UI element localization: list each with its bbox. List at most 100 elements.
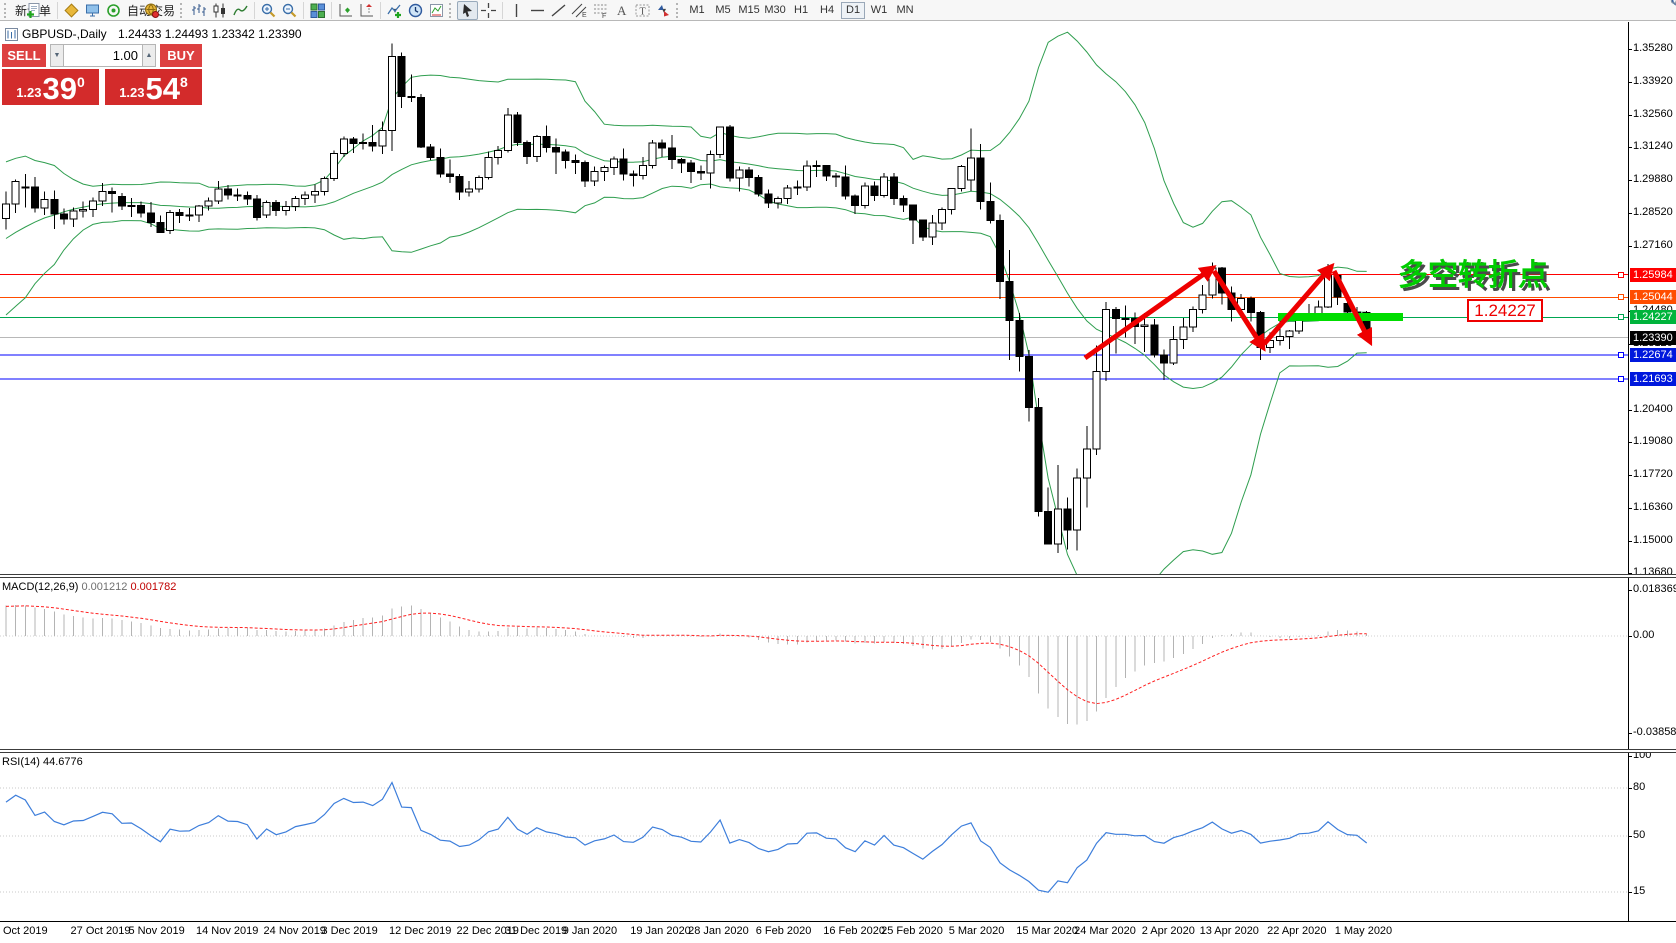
chart-shift-button[interactable] [356,1,377,20]
template-icon [430,3,444,17]
sell-button[interactable]: SELL [2,44,46,67]
panel-divider[interactable] [0,749,1676,753]
price-level-label: 1.25044 [1630,290,1676,305]
rsi-axis-tick [1628,836,1632,837]
price-level-label: 1.22674 [1630,347,1676,362]
timeframe-button-m15[interactable]: M15 [738,4,760,16]
toolbar-grip[interactable] [449,2,454,18]
macd-panel[interactable] [0,577,1628,749]
price-chart[interactable] [0,22,1628,574]
tile-windows-icon [310,3,326,18]
chat-icon[interactable] [1670,0,1676,10]
buy-button[interactable]: BUY [160,44,202,67]
autotrade-icon [144,3,159,18]
price-axis-tick [1628,147,1632,149]
market-watch-button[interactable] [82,1,103,20]
chart-ohlc-readout: 1.24433 1.24493 1.23342 1.23390 [118,27,302,41]
autotrade-button[interactable]: 自动交易 [124,1,178,20]
svg-text:E: E [582,12,587,19]
new-order-button[interactable]: 新订单 [12,1,54,20]
horizontal-line-icon [531,9,545,11]
timeframe-button-m30[interactable]: M30 [764,4,786,16]
timeframe-button-m5[interactable]: M5 [715,4,731,16]
macd-axis-tick [1628,636,1632,637]
volume-decrease-button[interactable]: ▼ [50,44,64,67]
toolbar-grip[interactable] [4,2,9,18]
price-level-label: 1.25984 [1630,267,1676,282]
date-axis-label: 3 Dec 2019 [321,925,378,937]
chevron-down-icon: ▾ [662,5,667,15]
date-axis-label: 13 Apr 2020 [1199,925,1259,937]
channel-button[interactable]: E [569,1,590,20]
tile-windows-button[interactable] [307,1,328,20]
price-axis-label: 1.33920 [1633,75,1673,87]
price-level-label: 1.23390 [1630,330,1676,345]
date-axis-label: 15 Mar 2020 [1016,925,1079,937]
fibonacci-button[interactable]: F [590,1,611,20]
price-axis-tick [1628,49,1632,50]
line-anchor [1618,351,1624,358]
zoom-out-button[interactable] [279,1,300,20]
price-axis-tick [1628,442,1632,444]
sell-price-display[interactable]: 1.23 39 0 [2,69,99,105]
line-anchor [1618,314,1624,321]
date-axis-label: 2 Apr 2020 [1141,925,1195,937]
text-label-button[interactable]: T [632,1,653,20]
timeframe-button-d1[interactable]: D1 [841,1,866,19]
date-axis-label: 31 Dec 2019 [504,925,568,937]
candlestick-chart-button[interactable] [209,1,230,20]
zoom-in-icon [261,3,276,17]
rsi-header: RSI(14) 44.6776 [2,756,83,768]
date-axis-label: 12 Dec 2019 [389,925,452,937]
date-axis-label: 25 Feb 2020 [881,925,943,937]
horizontal-line-button[interactable] [527,1,548,20]
rsi-panel[interactable] [0,752,1628,921]
toolbar-grip[interactable] [180,2,185,18]
timeframe-bar: M1 M5 M15 M30 H1 H4 D1 W1 MN [684,1,918,19]
line-anchor [1618,271,1624,278]
profiles-button[interactable] [61,1,82,20]
price-axis-label: 1.20400 [1633,403,1673,416]
cursor-button[interactable] [457,0,479,20]
templates-button[interactable]: ▾ [426,1,447,20]
svg-text:A: A [617,3,627,18]
chart-window-icon [5,28,18,41]
macd-axis-tick [1628,732,1632,734]
bar-chart-button[interactable] [188,1,209,20]
trendline-button[interactable] [548,1,569,20]
toolbar-grip[interactable] [676,2,681,18]
buy-price-display[interactable]: 1.23 54 8 [105,69,202,105]
price-axis-tick [1628,410,1632,412]
vertical-line-button[interactable] [506,1,527,20]
timeframe-button-h1[interactable]: H1 [794,4,809,16]
zoom-out-icon [282,3,297,17]
indicators-button[interactable]: ▾ [384,1,405,20]
timeframe-button-h4[interactable]: H4 [820,4,835,16]
macd-signal-value: 0.001782 [130,581,177,593]
crosshair-icon [481,2,497,18]
panel-divider[interactable] [0,574,1676,578]
price-tag-annotation[interactable]: 1.24227 [1467,299,1543,322]
date-axis-label: 16 Feb 2020 [823,925,886,937]
crosshair-button[interactable] [478,1,499,20]
text-label-icon: T [635,4,650,17]
buy-price-pip: 8 [180,74,188,90]
text-button[interactable]: A [611,1,632,20]
volume-increase-button[interactable]: ▲ [142,44,156,67]
line-chart-button[interactable] [230,1,251,20]
timeframe-button-m1[interactable]: M1 [689,4,705,16]
price-axis-label: 1.15000 [1633,534,1673,547]
signals-button[interactable] [103,1,124,20]
periods-button[interactable]: ▾ [405,1,426,20]
auto-scroll-button[interactable] [335,1,356,20]
price-axis-tick [1628,180,1632,182]
market-watch-icon [86,4,100,16]
arrows-button[interactable]: ▾ [653,1,674,20]
date-axis-label: 1 May 2020 [1334,925,1393,937]
volume-input[interactable] [64,44,142,67]
timeframe-button-mn[interactable]: MN [896,4,914,16]
auto-scroll-icon [339,3,353,16]
timeframe-button-w1[interactable]: W1 [870,4,888,16]
zoom-in-button[interactable] [258,1,279,20]
rsi-axis-tick [1628,756,1632,757]
